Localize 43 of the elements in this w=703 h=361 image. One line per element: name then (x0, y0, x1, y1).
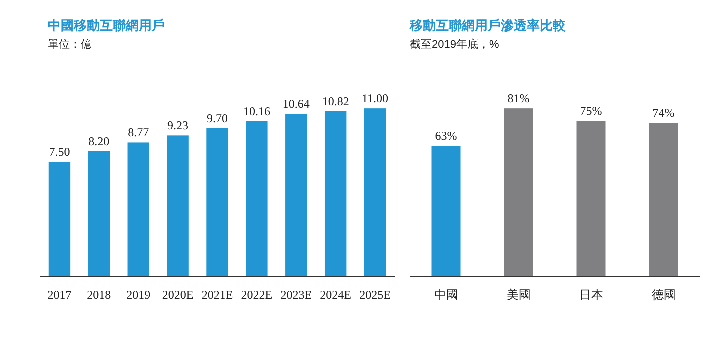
bar (88, 151, 110, 277)
data-label: 81% (508, 92, 530, 106)
data-label: 9.23 (168, 118, 189, 133)
x-tick-label: 美國 (506, 288, 531, 302)
x-tick-label: 2021E (202, 288, 234, 302)
data-label: 10.16 (243, 104, 270, 118)
chart-title: 移動互聯網用戶滲透率比較 (409, 18, 567, 33)
x-tick-label: 德國 (652, 288, 676, 302)
x-tick-label: 2017 (48, 288, 72, 302)
bar (324, 111, 347, 277)
bar (504, 108, 534, 277)
data-label: 75% (580, 104, 602, 118)
bar (576, 121, 606, 277)
data-label: 9.70 (207, 111, 228, 126)
data-label: 8.20 (88, 134, 110, 148)
chart-title: 中國移動互聯網用戶 (48, 18, 165, 33)
bar (167, 136, 189, 277)
x-tick-label: 2023E (280, 288, 312, 302)
bar (128, 142, 150, 277)
bar (432, 146, 461, 277)
bar (48, 162, 71, 277)
data-label: 63% (435, 129, 458, 144)
data-label: 8.77 (128, 126, 150, 140)
x-tick-label: 日本 (579, 288, 604, 302)
bar (364, 108, 386, 277)
x-tick-label: 2019 (126, 288, 151, 302)
bar (649, 123, 678, 277)
x-tick-label: 2022E (241, 288, 273, 302)
data-label: 74% (652, 106, 675, 120)
data-label: 11.00 (362, 92, 389, 106)
chart-subtitle: 單位：億 (48, 38, 92, 51)
chart-subtitle: 截至2019年底，% (410, 38, 500, 51)
x-tick-label: 2025E (360, 288, 391, 302)
data-label: 10.82 (322, 94, 350, 108)
data-label: 10.64 (282, 97, 310, 112)
x-tick-label: 2020E (162, 288, 194, 302)
x-tick-label: 中國 (434, 288, 458, 302)
data-label: 7.50 (49, 145, 70, 160)
x-tick-label: 2024E (320, 288, 352, 302)
x-tick-label: 2018 (87, 288, 112, 302)
bar (246, 121, 268, 277)
bar (206, 128, 228, 277)
bar (286, 114, 308, 277)
